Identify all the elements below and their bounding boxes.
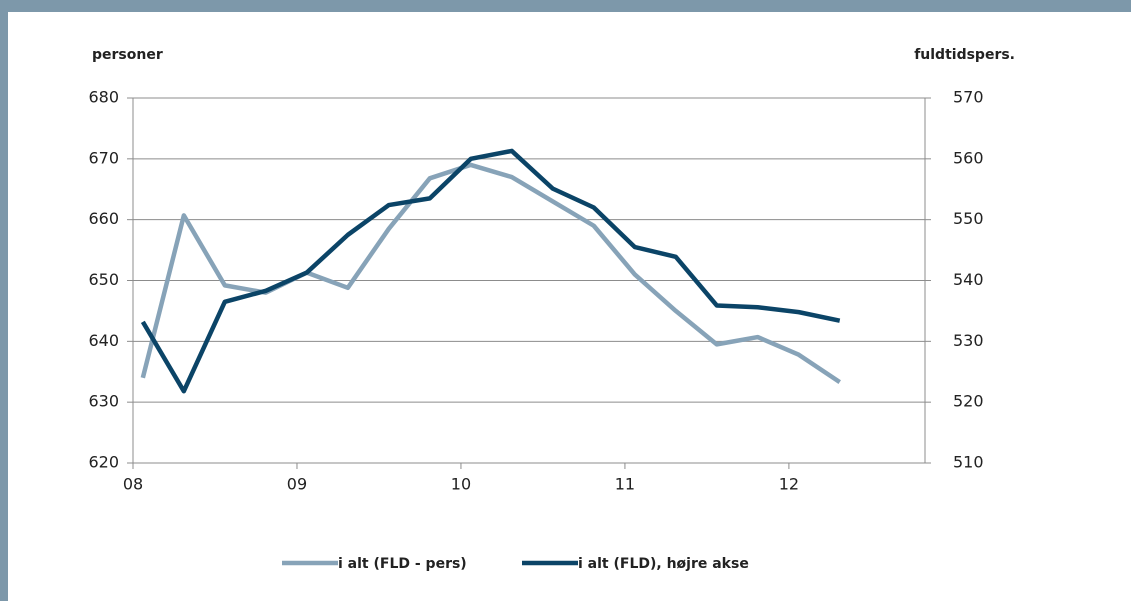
x-tick-label: 09 [287,475,307,494]
y2-tick-label: 540 [953,270,984,289]
y2-tick-label: 550 [953,209,984,228]
banner [0,0,1131,12]
y2-tick-label: 560 [953,148,984,167]
y-tick-label: 640 [88,331,119,350]
y2-axis-label: fuldtidspers. [914,47,1015,63]
y2-tick-label: 570 [953,88,984,107]
y-axis-label: personer [92,47,163,63]
y-tick-label: 660 [88,209,119,228]
y-tick-label: 670 [88,148,119,167]
y-tick-label: 630 [88,392,119,411]
y-tick-label: 620 [88,453,119,472]
y2-tick-label: 520 [953,392,984,411]
line-series [140,162,841,384]
y-tick-label: 680 [88,88,119,107]
x-tick-label: 12 [779,475,799,494]
y2-tick-label: 510 [953,453,984,472]
line-series [140,148,841,394]
x-tick-label: 11 [615,475,635,494]
y-tick-label: 650 [88,270,119,289]
legend-label: i alt (FLD), højre akse [578,556,749,572]
left-border [0,0,8,601]
legend-label: i alt (FLD - pers) [338,556,467,572]
x-tick-label: 10 [451,475,471,494]
y2-tick-label: 530 [953,331,984,350]
x-tick-label: 08 [123,475,143,494]
